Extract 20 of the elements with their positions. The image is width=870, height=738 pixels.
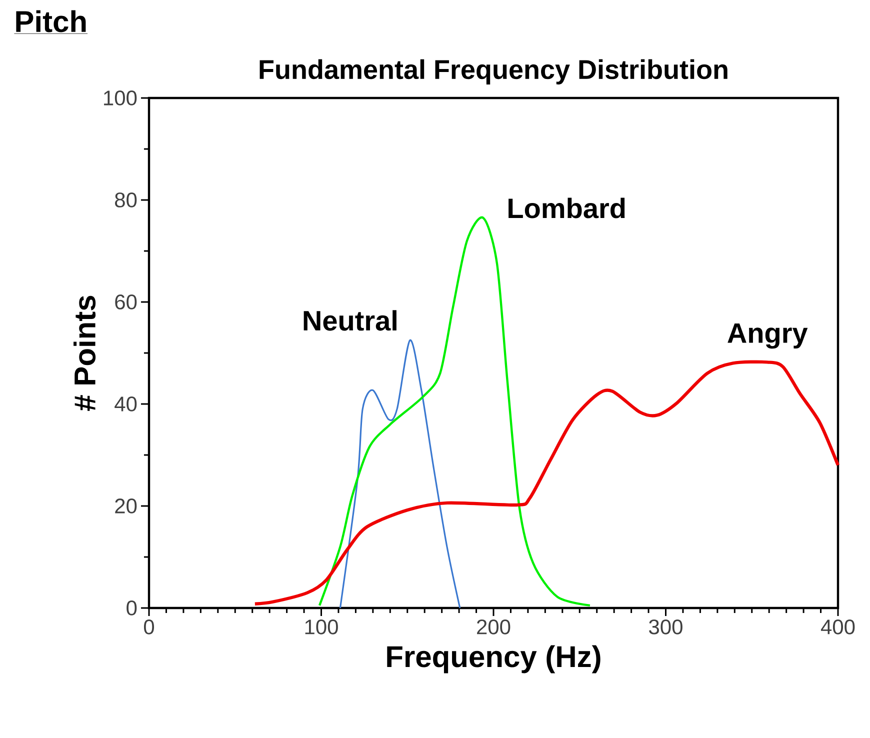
x-tick-label: 100 [305,620,338,634]
x-tick-label: 300 [649,620,682,634]
y-tick-label: 40 [114,396,137,412]
series-label: Lombard [508,198,625,218]
y-axis-title: # Points [74,296,96,411]
series-label: Angry [728,323,808,349]
series-label: Neutral [304,310,396,331]
line-series [253,360,840,606]
x-tick-label: 200 [477,620,510,634]
y-tick-label: 60 [115,294,137,310]
x-tick-label: 400 [820,620,855,634]
y-tick-label: 0 [126,600,137,616]
chart-subtitle: Fundamental Frequency Distribution [260,59,728,84]
line-series [339,339,461,609]
x-axis-title: Frequency (Hz) [387,645,600,674]
y-tick-label: 20 [115,498,137,514]
y-tick-label: 100 [104,90,137,106]
y-tick-label: 80 [115,192,137,208]
x-tick-label: 0 [144,620,154,634]
chart-title: Pitch [16,10,86,32]
